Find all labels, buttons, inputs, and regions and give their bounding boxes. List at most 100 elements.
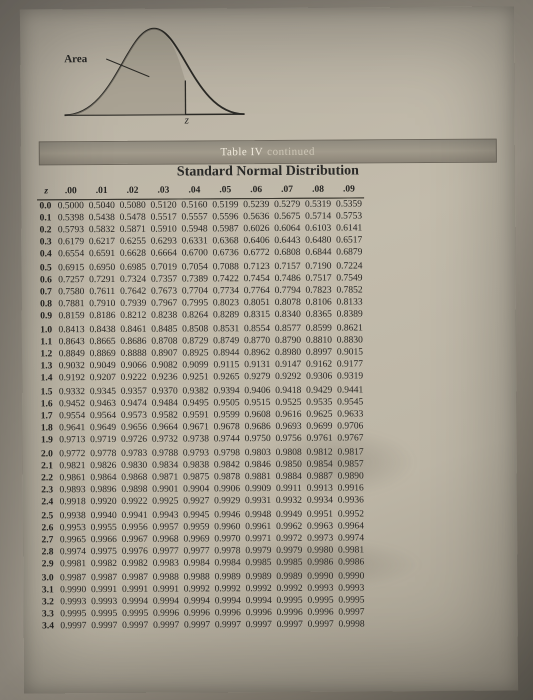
banner-sub: continued (267, 146, 315, 158)
cell: 0.5478 (117, 212, 148, 224)
row-header: 2.9 (39, 558, 57, 570)
cell: 0.5910 (148, 224, 179, 236)
cell: 0.9971 (243, 533, 274, 545)
cell: 0.8365 (303, 309, 334, 321)
row-header: 1.0 (38, 322, 56, 336)
cell: 0.9495 (180, 397, 211, 409)
cell: 0.9940 (88, 508, 119, 522)
cell: 0.9649 (88, 422, 119, 434)
cell: 0.9972 (274, 533, 305, 545)
row-header: 2.3 (39, 484, 57, 496)
cell: 0.9015 (334, 346, 365, 358)
cell: 0.9956 (119, 522, 150, 534)
cell: 0.9911 (273, 483, 304, 495)
cell: 0.9988 (150, 570, 181, 584)
cell: 0.9997 (182, 619, 213, 631)
cell: 0.9767 (335, 432, 366, 444)
cell: 0.7190 (303, 259, 334, 273)
cell: 0.9995 (274, 595, 305, 607)
cell: 0.9793 (180, 445, 211, 459)
cell: 0.9974 (57, 546, 88, 558)
cell: 0.9997 (120, 620, 151, 632)
cell: 0.8023 (210, 297, 241, 309)
cell: 0.8962 (242, 347, 273, 359)
cell: 0.9554 (57, 410, 88, 422)
cell: 0.9896 (88, 484, 119, 496)
cell: 0.9951 (304, 507, 335, 521)
cell: 0.9978 (212, 545, 243, 557)
cell: 0.9265 (211, 371, 242, 383)
bell-curve-icon (54, 14, 255, 135)
cell: 0.9515 (242, 397, 273, 409)
cell: 0.7967 (149, 298, 180, 310)
cell: 0.9292 (273, 371, 304, 383)
cell: 0.9756 (273, 433, 304, 445)
cell: 0.6103 (303, 223, 334, 235)
cell: 0.9671 (180, 421, 211, 433)
cell: 0.9893 (57, 484, 88, 496)
cell: 0.7673 (149, 286, 180, 298)
cell: 0.9918 (57, 496, 88, 508)
cell: 0.9941 (119, 508, 150, 522)
cell: 0.7939 (118, 298, 149, 310)
cell: 0.9997 (243, 619, 274, 631)
row-header: 1.2 (38, 348, 56, 360)
cell: 0.9207 (87, 372, 118, 384)
cell: 0.9177 (334, 358, 365, 370)
cell: 0.8212 (118, 310, 149, 322)
cell: 0.7357 (149, 274, 180, 286)
cell: 0.8264 (180, 309, 211, 321)
cell: 0.7580 (56, 286, 87, 298)
cell: 0.9996 (212, 607, 243, 619)
col-header: .04 (179, 184, 210, 199)
cell: 0.9948 (243, 507, 274, 521)
cell: 0.8944 (211, 347, 242, 359)
z-table: z.00.01.02.03.04.05.06.07.08.09 0.00.500… (37, 183, 367, 632)
cell: 0.9884 (273, 471, 304, 483)
cell: 0.9938 (57, 508, 88, 522)
cell: 0.9996 (181, 607, 212, 619)
cell: 0.9738 (180, 433, 211, 445)
cell: 0.9961 (243, 521, 274, 533)
cell: 0.9997 (305, 619, 336, 631)
row-header: 1.4 (38, 372, 56, 384)
cell: 0.9925 (150, 496, 181, 508)
cell: 0.9732 (149, 434, 180, 446)
cell: 0.5000 (55, 200, 86, 213)
cell: 0.9394 (211, 383, 242, 397)
cell: 0.9808 (273, 445, 304, 459)
cell: 0.8485 (149, 322, 180, 336)
row-header: 0.1 (37, 212, 55, 224)
cell: 0.9115 (211, 359, 242, 371)
row-header: 2.6 (39, 522, 57, 534)
col-header: .00 (55, 185, 86, 200)
row-header: 0.0 (37, 200, 55, 213)
cell: 0.6179 (56, 236, 87, 248)
cell: 0.9952 (335, 506, 366, 520)
cell: 0.5714 (303, 211, 334, 223)
cell: 0.9927 (181, 495, 212, 507)
cell: 0.9861 (57, 472, 88, 484)
row-header: 1.3 (38, 360, 56, 372)
cell: 0.9633 (335, 408, 366, 420)
cell: 0.9977 (181, 545, 212, 557)
cell: 0.6443 (272, 235, 303, 247)
cell: 0.7123 (241, 259, 272, 273)
cell: 0.9279 (242, 371, 273, 383)
cell: 0.9778 (88, 446, 119, 460)
cell: 0.9545 (335, 396, 366, 408)
cell: 0.9505 (211, 397, 242, 409)
cell: 0.9936 (335, 494, 366, 506)
cell: 0.9641 (57, 422, 88, 434)
row-header: 1.5 (38, 384, 56, 398)
cell: 0.5279 (272, 198, 303, 211)
cell: 0.9357 (118, 384, 149, 398)
cell: 0.6915 (56, 260, 87, 274)
cell: 0.9909 (243, 483, 274, 495)
row-header: 1.1 (38, 336, 56, 348)
cell: 0.8830 (334, 334, 365, 346)
cell: 0.9996 (243, 607, 274, 619)
cell: 0.8849 (56, 348, 87, 360)
cell: 0.8925 (180, 347, 211, 359)
area-label: Area (64, 53, 87, 65)
